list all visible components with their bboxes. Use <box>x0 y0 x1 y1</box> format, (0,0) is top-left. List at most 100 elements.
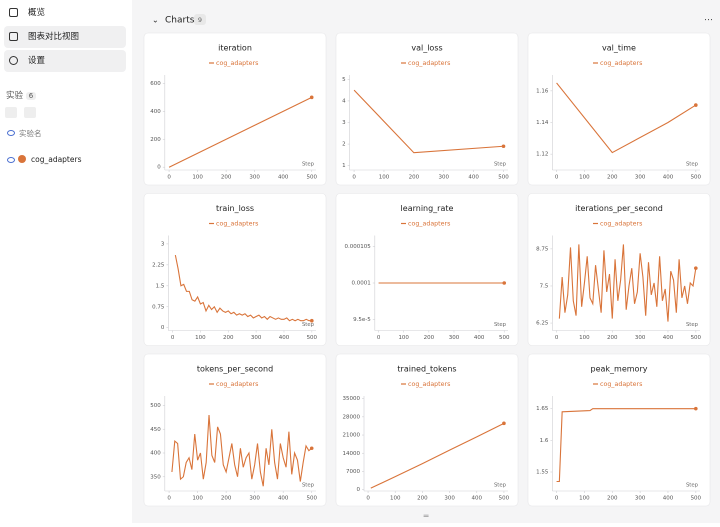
more-button[interactable]: ⋯ <box>704 16 713 26</box>
chart-title: val_loss <box>411 44 442 53</box>
y-tick-label: 0 <box>157 165 161 171</box>
x-axis-label: Step <box>302 162 315 168</box>
legend-label: cog_adapters <box>408 221 450 228</box>
x-tick-label: 200 <box>223 335 234 341</box>
y-tick-label: 7.5 <box>540 283 549 289</box>
section-title: Charts <box>165 16 195 26</box>
y-tick-label: 7000 <box>346 469 360 475</box>
y-tick-label: 1 <box>342 163 346 169</box>
y-tick-label: 1.6 <box>540 438 549 444</box>
x-tick-label: 100 <box>192 496 203 502</box>
end-marker <box>309 446 314 451</box>
x-tick-label: 0 <box>167 496 171 502</box>
chart-title: iteration <box>218 44 252 53</box>
x-tick-label: 400 <box>663 335 674 341</box>
x-tick-label: 400 <box>663 175 674 181</box>
x-tick-label: 300 <box>444 496 455 502</box>
x-tick-label: 400 <box>278 175 289 181</box>
card-bg <box>143 193 327 346</box>
end-marker <box>502 421 506 426</box>
section-toggle[interactable]: ⌄ <box>152 16 159 25</box>
x-tick-label: 400 <box>468 175 479 181</box>
y-tick-label: 1.14 <box>536 120 549 126</box>
series-line <box>174 254 312 322</box>
y-tick-label: 14000 <box>343 451 361 457</box>
y-tick-label: 21000 <box>343 433 361 439</box>
chart-card: train_loss cog_adapters 0 100 200 300 400 500 0 0… <box>143 193 327 346</box>
sort-button[interactable] <box>24 107 36 118</box>
x-tick-label: 500 <box>498 175 509 181</box>
nav-item[interactable]: 概览 <box>4 2 126 24</box>
card-bg <box>335 32 519 186</box>
card-bg <box>527 193 711 346</box>
x-tick-label: 0 <box>171 335 175 341</box>
sidebar: 概览 图表对比视图 设置 实验 6 实验名 cog_adapters <box>0 0 130 523</box>
x-axis-label: Step <box>302 322 315 328</box>
chart-card: iteration cog_adapters 0 100 200 300 400 500 0 20… <box>143 32 327 186</box>
x-tick-label: 100 <box>579 175 590 181</box>
card-bg <box>143 353 327 507</box>
x-tick-label: 300 <box>251 335 262 341</box>
y-tick-label: 4 <box>342 98 346 104</box>
search-input[interactable]: 实验名 <box>19 129 42 138</box>
nav-label: 概览 <box>28 8 46 18</box>
y-tick-label: 35000 <box>343 396 361 402</box>
x-tick-label: 400 <box>663 496 674 502</box>
section: 实验 6 <box>6 89 37 101</box>
nav-label: 设置 <box>28 56 46 66</box>
nav-label: 图表对比视图 <box>28 32 80 42</box>
eye-icon[interactable] <box>7 130 15 136</box>
series-line <box>556 82 697 154</box>
nav-item[interactable]: 图表对比视图 <box>4 26 126 48</box>
x-tick-label: 200 <box>607 335 618 341</box>
filter-button[interactable] <box>5 107 17 118</box>
chart-title: train_loss <box>216 204 254 213</box>
end-marker <box>694 406 698 411</box>
y-tick-label: 450 <box>150 427 161 433</box>
end-marker <box>501 144 506 149</box>
eye-icon[interactable] <box>7 157 15 163</box>
x-tick-label: 400 <box>474 335 485 341</box>
chart-card: tokens_per_second cog_adapters 0 100 200 300 4… <box>143 353 327 507</box>
x-tick-label: 200 <box>417 496 428 502</box>
end-marker <box>309 95 314 100</box>
x-tick-label: 200 <box>607 496 618 502</box>
x-tick-label: 0 <box>555 175 559 181</box>
nav-item[interactable]: 设置 <box>4 50 126 72</box>
x-tick-label: 400 <box>278 496 289 502</box>
y-tick-label: 1.5 <box>156 283 165 289</box>
x-tick-label: 100 <box>390 496 401 502</box>
legend-label: cog_adapters <box>216 60 258 67</box>
x-tick-label: 300 <box>249 175 260 181</box>
y-tick-label: 5 <box>342 77 346 83</box>
main: ⌄ Charts 9 ⋯ iteration cog_adapters 0 100 20… <box>132 0 720 523</box>
resize-handle: ═ <box>423 512 429 521</box>
y-tick-label: 6.25 <box>536 321 549 327</box>
card-bg <box>527 353 711 507</box>
end-marker <box>310 318 314 323</box>
legend-label: cog_adapters <box>216 381 258 388</box>
legend-label: cog_adapters <box>216 221 258 228</box>
chart-card: trained_tokens cog_adapters 0 100 200 300 400 5… <box>335 353 519 507</box>
chart-title: learning_rate <box>401 204 454 213</box>
run-name[interactable]: cog_adapters <box>31 155 82 164</box>
chart-title: iterations_per_second <box>575 204 663 213</box>
count-badge: 6 <box>25 92 37 100</box>
y-tick-label: 600 <box>150 81 161 87</box>
y-tick-label: 1.16 <box>536 88 549 94</box>
x-tick-label: 500 <box>307 335 318 341</box>
card-bg <box>335 353 519 507</box>
x-tick-label: 300 <box>438 175 449 181</box>
y-tick-label: 500 <box>150 403 161 409</box>
x-tick-label: 100 <box>192 175 203 181</box>
series-line <box>558 244 697 322</box>
y-tick-label: 2.25 <box>152 262 165 268</box>
chart-title: peak_memory <box>591 365 648 374</box>
series-line <box>168 96 312 168</box>
y-tick-label: 400 <box>150 451 161 457</box>
chart-card: peak_memory cog_adapters 0 100 200 300 400 500 1… <box>527 353 711 507</box>
x-tick-label: 0 <box>366 496 370 502</box>
x-tick-label: 400 <box>279 335 290 341</box>
count-text: 9 <box>198 16 202 24</box>
